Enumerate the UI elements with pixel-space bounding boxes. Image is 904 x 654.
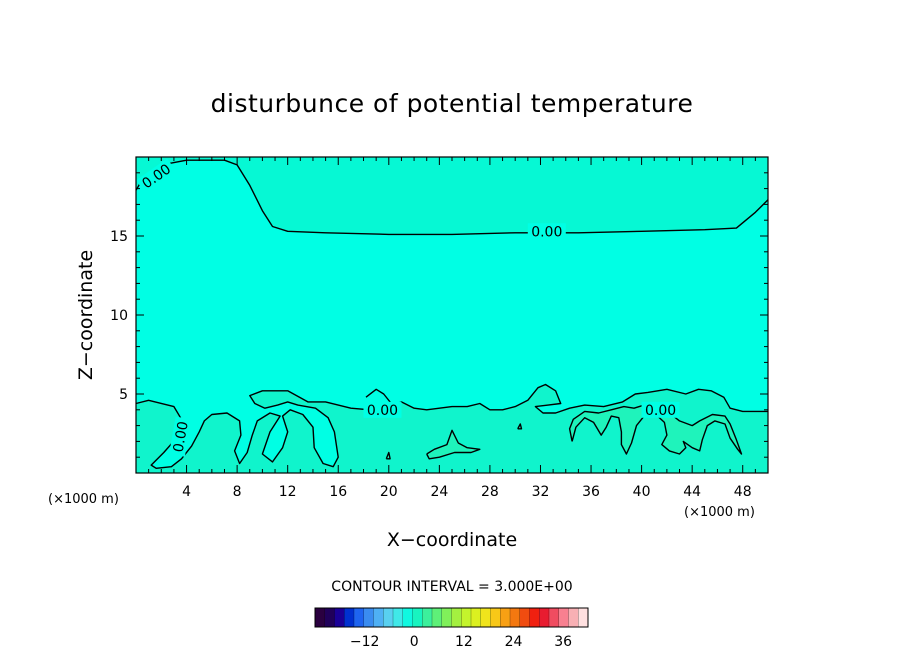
- colorbar-swatch: [510, 608, 521, 627]
- x-tick-label: 36: [582, 484, 600, 500]
- colorbar-swatch: [461, 608, 472, 627]
- colorbar-tick-label: −12: [350, 634, 380, 650]
- colorbar-tick-label: 36: [554, 634, 572, 650]
- colorbar-swatch: [490, 608, 501, 627]
- contour-line: [426, 429, 481, 460]
- contour-label-bg: [363, 401, 402, 418]
- x-tick-label: 20: [380, 484, 398, 500]
- colorbar-tick-label: 24: [505, 634, 523, 650]
- x-tick-label: 24: [430, 484, 448, 500]
- x-tick-labels: 4 8 12 16 20 24 28 32 36 40 44 48: [182, 484, 752, 500]
- y-tick-label: 15: [110, 229, 128, 245]
- colorbar-swatch: [480, 608, 491, 627]
- contour-label: 0.00: [367, 403, 398, 419]
- x-tick-label: 16: [329, 484, 347, 500]
- y-tick-label: 5: [119, 387, 128, 403]
- colorbar-swatch: [578, 608, 589, 627]
- contour-line: [365, 388, 392, 404]
- lower-region-fill: [136, 384, 768, 473]
- y-tick-labels: 5 10 15: [110, 229, 128, 403]
- colorbar-swatch: [529, 608, 540, 627]
- y-tick-label: 10: [110, 308, 128, 324]
- colorbar-swatch: [315, 608, 326, 627]
- contour-line: [135, 383, 768, 469]
- colorbar-swatch: [344, 608, 355, 627]
- colorbar-swatch: [568, 608, 579, 627]
- colorbar-tick-label: 12: [455, 634, 473, 650]
- colorbar-swatch: [373, 608, 384, 627]
- contour-interval-label: CONTOUR INTERVAL = 3.000E+00: [331, 579, 572, 595]
- colorbar: [314, 607, 589, 628]
- colorbar-swatch: [383, 608, 394, 627]
- colorbar-swatch: [402, 608, 413, 627]
- x-tick-label: 4: [182, 484, 191, 500]
- x-tick-label: 40: [633, 484, 651, 500]
- upper-region-fill: [136, 157, 768, 235]
- colorbar-swatch: [324, 608, 335, 627]
- axis-ticks: [136, 157, 768, 473]
- colorbar-swatch: [432, 608, 443, 627]
- x-tick-label: 48: [734, 484, 752, 500]
- x-tick-label: 32: [532, 484, 550, 500]
- plot-area: 0.000.000.00 0.000.00: [135, 156, 769, 474]
- chart-title: disturbunce of potential temperature: [211, 89, 694, 118]
- colorbar-swatch: [539, 608, 550, 627]
- colorbar-swatch: [441, 608, 452, 627]
- colorbar-swatch: [558, 608, 569, 627]
- x-tick-label: 28: [481, 484, 499, 500]
- contour-label-bg: [641, 401, 680, 418]
- x-unit-label-right: (×1000 m): [684, 505, 755, 520]
- x-axis-label: X−coordinate: [387, 529, 517, 551]
- colorbar-swatch: [519, 608, 530, 627]
- contour-label: 0.00: [531, 224, 562, 240]
- contour-label: 0.00: [171, 420, 192, 453]
- colorbar-swatch: [500, 608, 511, 627]
- contour-label-bg: [527, 223, 566, 240]
- colorbar-frame: [314, 607, 589, 628]
- contour-line: [385, 451, 391, 460]
- colorbar-swatch: [334, 608, 345, 627]
- x-tick-label: 8: [233, 484, 242, 500]
- colorbar-swatch: [363, 608, 374, 627]
- colorbar-swatch: [393, 608, 404, 627]
- colorbar-swatch: [549, 608, 560, 627]
- colorbar-swatch: [354, 608, 365, 627]
- colorbar-tick-labels: −12 0 12 24 36: [350, 634, 572, 650]
- contour-label-bg: [136, 158, 177, 194]
- colorbar-tick-label: 0: [410, 634, 419, 650]
- x-tick-label: 12: [279, 484, 297, 500]
- contour-label: 0.00: [645, 403, 676, 419]
- contour-label-bg: [169, 416, 192, 457]
- colorbar-swatch: [412, 608, 423, 627]
- colorbar-swatch: [451, 608, 462, 627]
- x-unit-label-left: (×1000 m): [48, 492, 119, 507]
- colorbar-swatch: [471, 608, 482, 627]
- contour-line: [517, 423, 523, 430]
- y-axis-label: Z−coordinate: [75, 250, 97, 380]
- colorbar-swatch: [422, 608, 433, 627]
- contour-labels: 0.000.000.00 0.000.00: [136, 158, 680, 457]
- contour-line: [135, 159, 769, 236]
- x-tick-label: 44: [683, 484, 701, 500]
